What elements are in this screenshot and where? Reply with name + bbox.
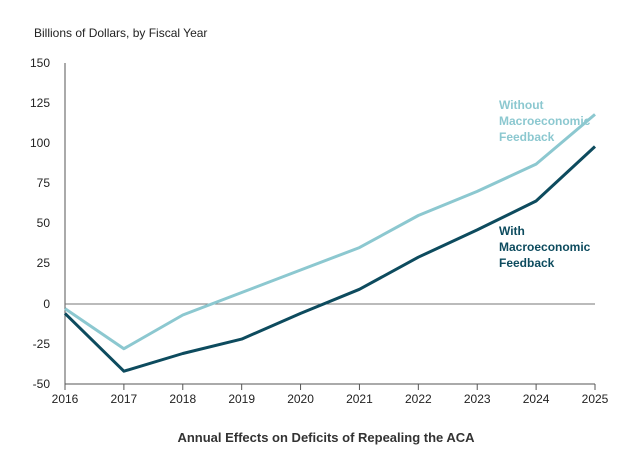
y-tick-label: 75 [37, 176, 51, 190]
y-tick-labels: 150 125 100 75 50 25 0 -25 -50 [30, 56, 50, 391]
series-label-line: With [499, 224, 525, 238]
y-tick-label: -50 [33, 377, 51, 391]
y-tick-label: 100 [30, 136, 50, 150]
series-label-with-feedback: With Macroeconomic Feedback [499, 224, 594, 270]
x-tick-label: 2020 [287, 392, 314, 406]
series-lines [63, 113, 597, 373]
y-tick-label: -25 [33, 337, 51, 351]
series-labels: Without Macroeconomic Feedback With Macr… [499, 98, 594, 270]
axes [64, 63, 595, 385]
series-label-line: Feedback [499, 130, 555, 144]
x-tick-label: 2016 [52, 392, 79, 406]
series-line-without-feedback [64, 113, 596, 351]
x-tick-label: 2017 [111, 392, 138, 406]
series-label-line: Without [499, 98, 544, 112]
x-ticks: 2016 2017 2018 2019 2020 2021 2022 2023 2024 2025 [52, 384, 609, 406]
x-tick-label: 2019 [228, 392, 255, 406]
y-tick-label: 0 [43, 297, 50, 311]
series-label-line: Macroeconomic [499, 240, 591, 254]
y-tick-label: 150 [30, 56, 50, 70]
x-tick-label: 2018 [169, 392, 196, 406]
series-label-without-feedback: Without Macroeconomic Feedback [499, 98, 594, 144]
x-tick-label: 2021 [346, 392, 373, 406]
y-tick-label: 50 [37, 216, 51, 230]
y-tick-label: 25 [37, 256, 51, 270]
x-tick-label: 2025 [582, 392, 609, 406]
series-line-with-feedback [63, 145, 597, 373]
x-tick-label: 2022 [405, 392, 432, 406]
x-tick-label: 2024 [523, 392, 550, 406]
x-tick-label: 2023 [464, 392, 491, 406]
unit-label: Billions of Dollars, by Fiscal Year [34, 26, 207, 40]
series-label-line: Feedback [499, 256, 555, 270]
series-label-line: Macroeconomic [499, 114, 591, 128]
y-tick-label: 125 [30, 96, 50, 110]
x-axis-title: Annual Effects on Deficits of Repealing … [177, 430, 475, 445]
